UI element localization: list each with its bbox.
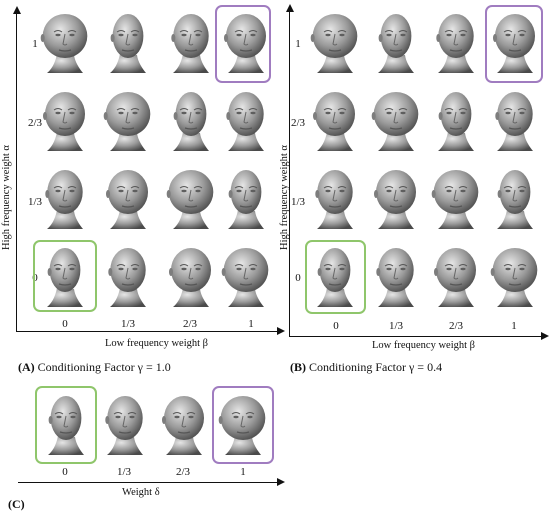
panel-a-x-title: Low frequency weight β bbox=[105, 338, 209, 349]
head-render-icon bbox=[487, 244, 543, 308]
head-render-icon bbox=[218, 166, 274, 230]
panel-a-caption: (A) Conditioning Factor γ = 1.0 bbox=[18, 360, 171, 375]
panel-a-highlight-green bbox=[33, 240, 97, 312]
panel-b-highlight-purple bbox=[485, 5, 543, 83]
head-render-icon bbox=[37, 10, 93, 74]
head-render-icon bbox=[156, 392, 212, 456]
panel-b-x-axis bbox=[289, 336, 544, 338]
head-render-icon bbox=[428, 166, 484, 230]
head-render-icon bbox=[428, 10, 484, 74]
head-render-icon bbox=[97, 392, 153, 456]
panel-a-row-label: 1 bbox=[32, 38, 38, 50]
head-render-icon bbox=[37, 166, 93, 230]
panel-a-col-label: 1/3 bbox=[120, 318, 136, 330]
head-render-icon bbox=[487, 10, 543, 74]
head-render-icon bbox=[37, 244, 93, 308]
panel-c-col-label: 0 bbox=[62, 466, 68, 478]
panel-a-row-label: 2/3 bbox=[27, 117, 43, 129]
head-render-icon bbox=[307, 10, 363, 74]
panel-c-x-title: Weight δ bbox=[122, 487, 160, 498]
panel-a-x-arrow bbox=[277, 327, 285, 335]
head-render-icon bbox=[368, 244, 424, 308]
head-render-icon bbox=[428, 244, 484, 308]
panel-a-row-label: 0 bbox=[32, 272, 38, 284]
head-render-icon bbox=[100, 10, 156, 74]
panel-a-y-title: High frequency weight α bbox=[1, 145, 12, 250]
panel-b-col-label: 1 bbox=[511, 320, 517, 332]
panel-b-row-label: 2/3 bbox=[290, 117, 306, 129]
head-render-icon bbox=[100, 244, 156, 308]
head-render-icon bbox=[38, 392, 94, 456]
head-render-icon bbox=[218, 88, 274, 152]
panel-c-col-label: 1/3 bbox=[116, 466, 132, 478]
panel-b-y-arrow bbox=[286, 4, 294, 12]
panel-b-col-label: 0 bbox=[333, 320, 339, 332]
head-render-icon bbox=[215, 392, 271, 456]
panel-c-caption: (C) bbox=[8, 497, 25, 512]
panel-c-x-axis bbox=[18, 482, 280, 484]
head-render-icon bbox=[37, 88, 93, 152]
panel-c-highlight-purple bbox=[212, 386, 274, 464]
panel-a-y-arrow bbox=[13, 6, 21, 14]
head-render-icon bbox=[368, 166, 424, 230]
head-render-icon bbox=[163, 244, 219, 308]
head-render-icon bbox=[428, 88, 484, 152]
head-render-icon bbox=[307, 166, 363, 230]
panel-c-col-label: 2/3 bbox=[175, 466, 191, 478]
head-render-icon bbox=[163, 10, 219, 74]
panel-a-y-axis bbox=[16, 12, 18, 332]
panel-b-highlight-green bbox=[305, 240, 366, 314]
panel-c-highlight-green bbox=[35, 386, 97, 464]
head-render-icon bbox=[100, 88, 156, 152]
head-render-icon bbox=[163, 88, 219, 152]
head-render-icon bbox=[368, 10, 424, 74]
panel-a-x-axis bbox=[16, 331, 280, 333]
panel-b-caption: (B) Conditioning Factor γ = 0.4 bbox=[290, 360, 442, 375]
panel-b-col-label: 2/3 bbox=[448, 320, 464, 332]
panel-a-col-label: 2/3 bbox=[182, 318, 198, 330]
panel-b-x-title: Low frequency weight β bbox=[372, 340, 476, 351]
panel-a-col-label: 0 bbox=[62, 318, 68, 330]
head-render-icon bbox=[487, 166, 543, 230]
head-render-icon bbox=[218, 10, 274, 74]
panel-b-row-label: 0 bbox=[295, 272, 301, 284]
panel-a-highlight-purple bbox=[215, 5, 271, 83]
panel-b-x-arrow bbox=[541, 332, 549, 340]
panel-c-x-arrow bbox=[277, 478, 285, 486]
head-render-icon bbox=[368, 88, 424, 152]
head-render-icon bbox=[487, 88, 543, 152]
panel-b-caption-text: Conditioning Factor γ = 0.4 bbox=[306, 360, 443, 374]
head-render-icon bbox=[307, 244, 363, 308]
panel-b-row-label: 1 bbox=[295, 38, 301, 50]
panel-a-caption-letter: (A) bbox=[18, 360, 35, 374]
head-render-icon bbox=[100, 166, 156, 230]
head-render-icon bbox=[163, 166, 219, 230]
panel-b-col-label: 1/3 bbox=[388, 320, 404, 332]
head-render-icon bbox=[307, 88, 363, 152]
head-render-icon bbox=[218, 244, 274, 308]
panel-c-col-label: 1 bbox=[240, 466, 246, 478]
panel-a-col-label: 1 bbox=[248, 318, 254, 330]
panel-c-caption-letter: (C) bbox=[8, 497, 25, 511]
panel-b-caption-letter: (B) bbox=[290, 360, 306, 374]
panel-a-caption-text: Conditioning Factor γ = 1.0 bbox=[34, 360, 171, 374]
panel-b-y-axis bbox=[289, 10, 291, 337]
panel-a-row-label: 1/3 bbox=[27, 196, 43, 208]
panel-b-row-label: 1/3 bbox=[290, 196, 306, 208]
